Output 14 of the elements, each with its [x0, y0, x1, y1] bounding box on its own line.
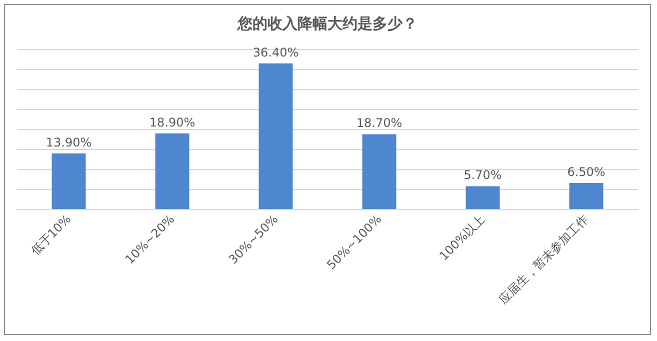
data-label: 5.70%	[464, 168, 502, 182]
bar	[466, 186, 500, 209]
chart-title: 您的收入降幅大约是多少？	[236, 14, 418, 32]
bar	[52, 153, 86, 209]
bar	[155, 133, 190, 209]
bar	[362, 134, 396, 209]
data-label: 18.70%	[356, 116, 402, 130]
x-tick-label: 应届生，暂未参加工作	[496, 212, 592, 307]
bar	[569, 183, 604, 209]
data-label: 13.90%	[46, 135, 92, 150]
data-label: 6.50%	[567, 165, 606, 179]
data-label: 36.40%	[252, 45, 299, 60]
data-label: 18.90%	[149, 115, 196, 130]
bar	[258, 63, 293, 209]
